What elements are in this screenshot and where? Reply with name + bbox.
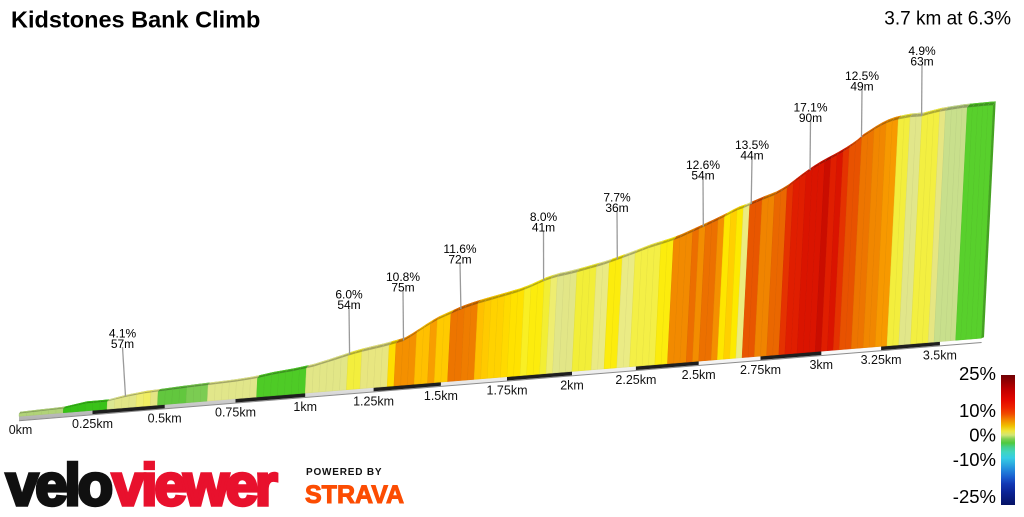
svg-text:3.25km: 3.25km [861, 353, 902, 367]
svg-text:1.75km: 1.75km [487, 384, 528, 398]
svg-text:3.5km: 3.5km [923, 348, 957, 362]
svg-text:3.7 km at 6.3%: 3.7 km at 6.3% [884, 9, 1011, 30]
svg-text:-10%: -10% [953, 449, 996, 470]
svg-text:0.25km: 0.25km [72, 417, 113, 431]
svg-text:3km: 3km [809, 358, 833, 372]
svg-text:90m: 90m [799, 111, 822, 125]
svg-text:POWERED BY: POWERED BY [306, 467, 382, 478]
svg-text:44m: 44m [740, 149, 763, 163]
svg-text:velo: velo [6, 453, 112, 512]
svg-text:1.25km: 1.25km [353, 394, 394, 408]
svg-text:25%: 25% [959, 363, 996, 384]
svg-text:0%: 0% [969, 425, 996, 446]
svg-text:2.75km: 2.75km [740, 363, 781, 377]
svg-text:0.75km: 0.75km [215, 406, 256, 420]
svg-text:1.5km: 1.5km [424, 389, 458, 403]
svg-text:2km: 2km [560, 378, 584, 392]
svg-text:10%: 10% [959, 400, 996, 421]
svg-text:41m: 41m [532, 221, 555, 235]
svg-text:-25%: -25% [953, 486, 996, 507]
svg-text:1km: 1km [293, 400, 317, 414]
svg-text:36m: 36m [605, 201, 628, 215]
svg-text:54m: 54m [337, 298, 360, 312]
svg-text:0.5km: 0.5km [148, 411, 182, 425]
svg-text:viewer: viewer [112, 453, 277, 512]
svg-text:STRAVA: STRAVA [305, 481, 404, 509]
svg-text:75m: 75m [391, 281, 414, 295]
svg-text:63m: 63m [910, 55, 933, 69]
svg-text:72m: 72m [448, 253, 471, 267]
svg-text:2.25km: 2.25km [615, 373, 656, 387]
svg-text:54m: 54m [691, 169, 714, 183]
svg-text:0km: 0km [9, 423, 33, 437]
svg-text:Kidstones Bank Climb: Kidstones Bank Climb [11, 7, 260, 33]
svg-text:57m: 57m [111, 337, 134, 351]
svg-text:49m: 49m [850, 80, 873, 94]
svg-text:2.5km: 2.5km [682, 368, 716, 382]
